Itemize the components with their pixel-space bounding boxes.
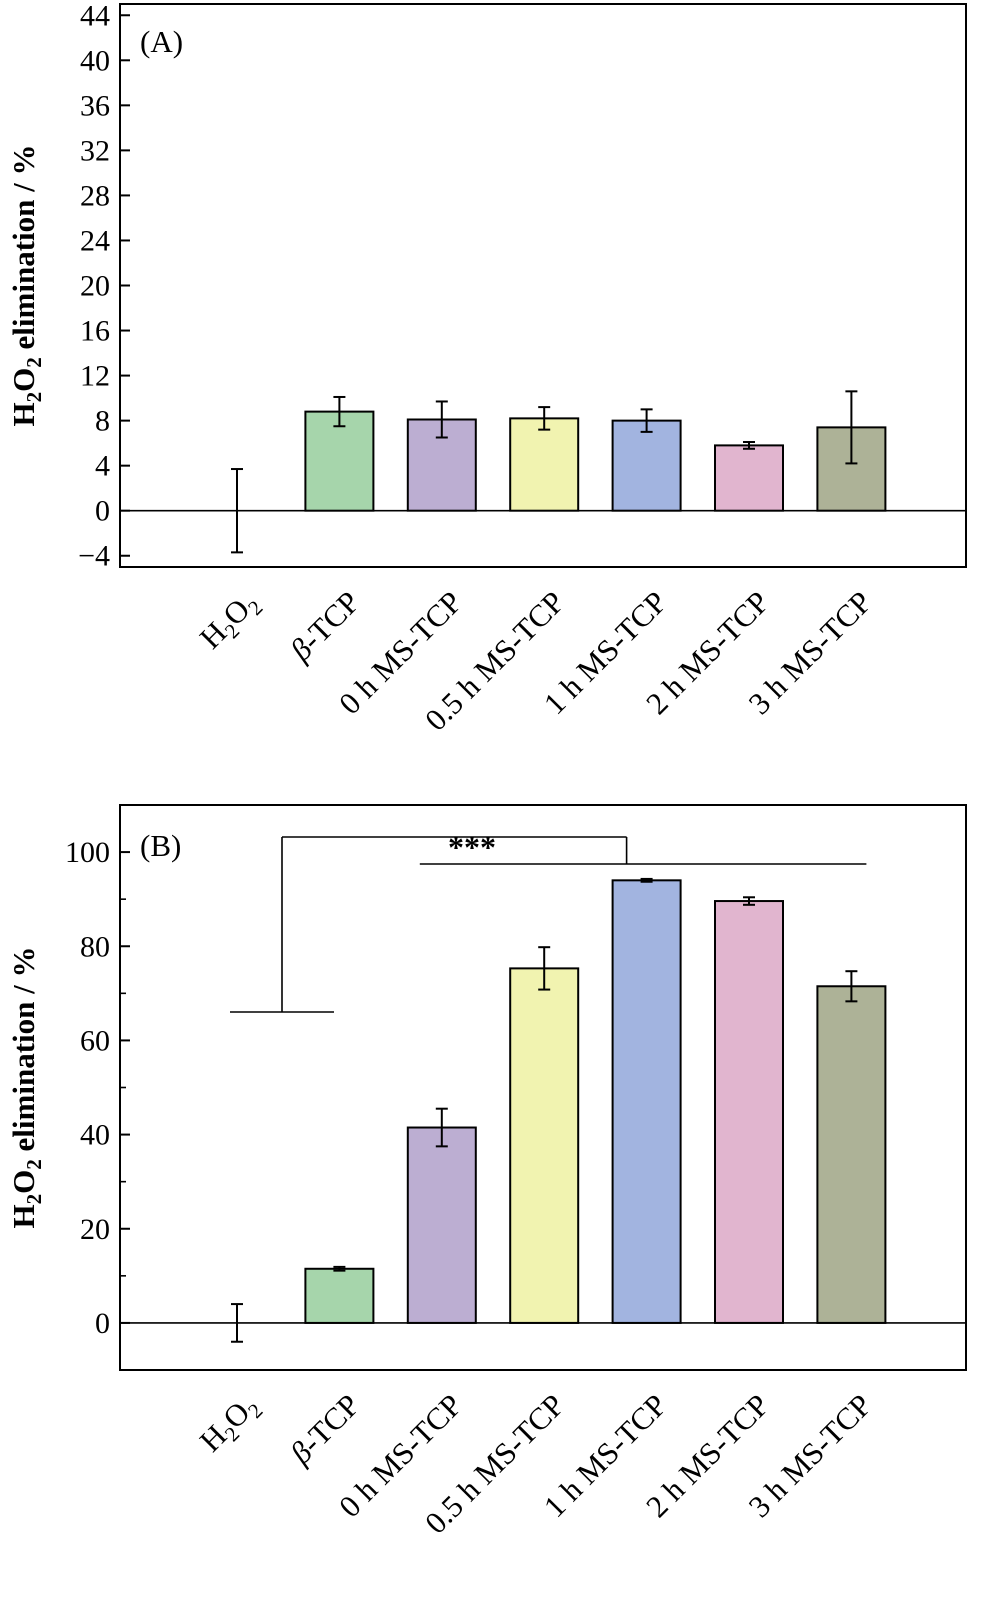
- bar: [611, 419, 682, 512]
- significance-label: ***: [448, 829, 496, 865]
- bar: [816, 985, 887, 1324]
- bar: [714, 900, 784, 1324]
- y-tick-label: 12: [80, 360, 110, 393]
- bar: [304, 410, 375, 512]
- y-tick-label: 80: [80, 930, 110, 963]
- y-tick-label: 8: [95, 405, 110, 438]
- bar: [611, 879, 682, 1324]
- bar: [509, 417, 580, 512]
- y-tick-label: 44: [80, 0, 110, 32]
- category-label: β-TCP: [282, 1387, 366, 1471]
- y-tick-label: 36: [80, 89, 110, 122]
- y-tick-label: −4: [78, 540, 110, 573]
- category-label: H2O2: [193, 1387, 268, 1462]
- y-tick-label: 24: [80, 224, 110, 257]
- panel-label: (A): [140, 24, 183, 59]
- y-tick-label: 40: [80, 1119, 110, 1152]
- y-tick-label: 60: [80, 1024, 110, 1057]
- y-axis-title: H2O2 elimination / %: [6, 947, 46, 1229]
- y-axis-title: H2O2 elimination / %: [6, 145, 46, 427]
- category-label: β-TCP: [282, 584, 366, 668]
- category-label: H2O2: [193, 584, 268, 659]
- bar: [816, 426, 887, 512]
- y-tick-label: 16: [80, 315, 110, 348]
- significance-bracket: [230, 836, 867, 1013]
- y-tick-label: 0: [95, 495, 110, 528]
- y-tick-label: 40: [80, 44, 110, 77]
- y-tick-label: 28: [80, 179, 110, 212]
- bar: [509, 967, 580, 1324]
- y-tick-label: 20: [80, 270, 110, 303]
- panel-a: −4 0 4 8 12 16 20 24 28 32 36 40 44 H2O2 elimination …: [6, 0, 967, 737]
- panel-b: 0 20 40 60 80 100 H2O2 elimination / % (B) H2O2β…: [6, 804, 967, 1540]
- y-tick-label: 100: [65, 836, 110, 869]
- y-tick-label: 4: [95, 450, 110, 483]
- bar: [406, 1126, 477, 1324]
- y-tick-label: 20: [80, 1213, 110, 1246]
- bar: [714, 444, 784, 512]
- y-tick-label: 0: [95, 1307, 110, 1340]
- bar: [304, 1267, 375, 1324]
- panel-label: (B): [140, 828, 181, 863]
- y-tick-label: 32: [80, 134, 110, 167]
